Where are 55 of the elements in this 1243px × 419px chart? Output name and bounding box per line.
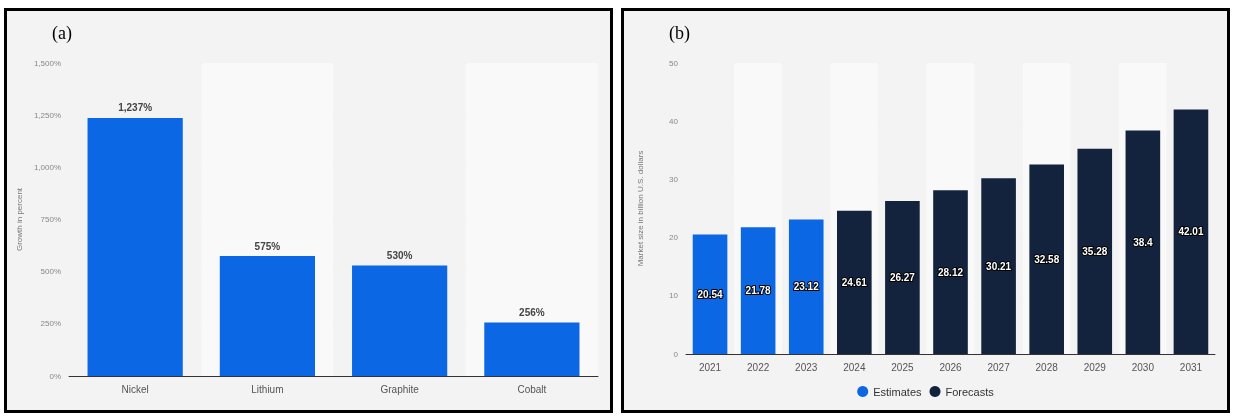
y-tick-label: 1,250% [33,110,62,120]
y-tick-label: 1,500% [33,58,62,68]
data-label: 42.01 [1178,226,1204,238]
legend-label: Estimates [873,385,922,398]
data-label: 30.21 [986,260,1012,272]
x-tick-label: 2025 [891,361,914,373]
y-tick-label: 0% [49,371,62,381]
x-tick-label: 2027 [987,361,1011,373]
bar [837,210,872,354]
x-tick-label: 2021 [698,361,722,373]
y-axis-title: Market size in billion U.S. dollars [635,150,645,267]
y-tick-label: 10 [669,291,679,301]
data-label: 1,237% [118,102,153,114]
y-tick-label: 750% [40,215,62,224]
y-axis-title: Growth in percent [14,187,24,252]
x-tick-label: 2022 [747,361,770,373]
y-tick-label: 0 [673,349,679,359]
bar [219,256,315,376]
data-label: 38.4 [1133,236,1154,248]
x-tick-label: 2026 [939,361,963,373]
data-label: 24.61 [841,276,868,288]
x-tick-label: 2031 [1179,361,1203,373]
chart-title: (a) [52,23,72,44]
y-tick-label: 20 [669,233,679,243]
x-tick-label: Nickel [121,383,149,395]
x-tick-label: 2023 [795,361,818,373]
data-label: 21.78 [745,285,772,297]
bar [484,322,580,376]
x-tick-label: 2028 [1035,361,1059,373]
data-label: 35.28 [1082,245,1108,257]
legend-label: Forecasts [945,385,995,398]
x-tick-label: Lithium [251,383,284,395]
bar [1029,164,1064,354]
x-tick-label: Cobalt [517,383,547,395]
y-tick-label: 50 [669,58,679,68]
data-label: 256% [519,307,545,319]
data-label: 23.12 [793,281,820,293]
x-tick-label: Graphite [380,383,420,395]
x-tick-label: 2029 [1083,361,1107,373]
x-tick-label: 2024 [843,361,866,373]
y-tick-label: 1,000% [33,162,62,172]
y-tick-label: 30 [669,174,679,184]
chart-title: (b) [669,23,690,44]
data-label: 530% [386,249,413,261]
x-tick-label: 2030 [1131,361,1155,373]
data-label: 20.54 [697,288,723,300]
data-label: 28.12 [937,266,964,278]
bar [740,227,776,354]
data-label: 575% [254,240,281,252]
data-label: 32.58 [1034,253,1060,265]
y-tick-label: 500% [40,267,62,277]
y-tick-label: 40 [669,116,679,126]
bar [933,190,968,354]
data-label: 26.27 [889,272,916,284]
y-tick-label: 250% [40,319,62,329]
